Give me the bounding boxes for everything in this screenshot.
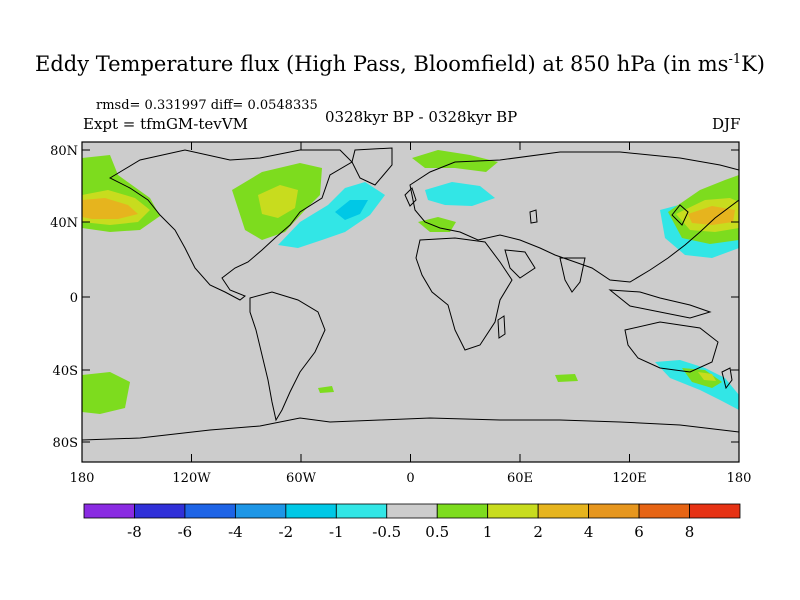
stats-text: rmsd= 0.331997 diff= 0.0548335	[96, 98, 318, 113]
lon-tick-label: 60E	[507, 471, 533, 486]
colorbar-label: -8	[127, 523, 142, 541]
region-tasman-core	[698, 372, 716, 381]
region-mediterranean-positive	[418, 217, 456, 232]
region-europe-negative	[425, 182, 495, 206]
colorbar-swatch	[335, 503, 388, 519]
season-label: DJF	[712, 115, 741, 133]
colorbar-swatch	[386, 503, 438, 519]
colorbar: -8 -6 -4 -2 -1 -0.5 0.5 1 2 4 6 8	[83, 503, 741, 541]
experiment-label: Expt = tfmGM-tevVM	[83, 115, 248, 133]
lon-tick-label: 180	[70, 471, 95, 486]
shaded-regions	[82, 150, 739, 414]
lon-tick-label: 180	[727, 471, 752, 486]
lon-tick-label: 0	[406, 471, 414, 486]
colorbar-swatch	[588, 503, 640, 519]
colorbar-label: 6	[634, 523, 644, 541]
longitude-axis: 180 120W 60W 0 60E 120E 180	[70, 142, 752, 486]
colorbar-swatch	[638, 503, 690, 519]
region-tasman-negative	[655, 360, 739, 410]
region-north-atlantic-negative	[278, 182, 385, 248]
region-south-atlantic-positive	[555, 374, 578, 382]
lon-tick-label: 120E	[612, 471, 646, 486]
region-tasman-positive	[682, 368, 722, 388]
region-nw-pacific-core	[688, 206, 735, 225]
lat-tick-label: 80S	[53, 436, 78, 451]
colorbar-label: 4	[584, 523, 594, 541]
coastlines	[81, 147, 740, 441]
lat-tick-label: 40N	[50, 216, 78, 231]
region-north-atlantic-core	[335, 200, 368, 220]
region-south-pacific-positive	[82, 372, 130, 414]
colorbar-swatch	[134, 503, 186, 519]
colorbar-swatch	[436, 503, 489, 519]
colorbar-swatch	[184, 503, 236, 519]
colorbar-swatch	[537, 503, 590, 519]
colorbar-label: 0.5	[425, 523, 449, 541]
colorbar-label: -1	[329, 523, 344, 541]
lon-tick-label: 120W	[172, 471, 211, 486]
colorbar-label: -2	[279, 523, 294, 541]
region-south-patch-small	[318, 386, 334, 393]
plot-title: Eddy Temperature flux (High Pass, Bloomf…	[34, 52, 765, 76]
lat-tick-label: 80N	[50, 144, 78, 159]
colorbar-label: -0.5	[372, 523, 401, 541]
colorbar-swatch	[285, 503, 337, 519]
colorbar-label: 2	[533, 523, 543, 541]
region-arctic-positive	[412, 150, 498, 172]
region-north-america-strong	[258, 185, 298, 218]
colorbar-swatch	[83, 503, 135, 519]
region-ne-pacific-core	[82, 198, 138, 219]
map-background	[82, 142, 739, 462]
colorbar-label: 8	[685, 523, 695, 541]
colorbar-label: 1	[483, 523, 493, 541]
colorbar-label: -4	[228, 523, 243, 541]
lon-tick-label: 60W	[286, 471, 317, 486]
colorbar-label: -6	[178, 523, 193, 541]
colorbar-swatch	[234, 503, 287, 519]
colorbar-swatch	[689, 503, 741, 519]
period-label: 0328kyr BP - 0328kyr BP	[325, 108, 518, 126]
map-panel: 80N 40N 0 40S 80S 180 120W 60W 0 60E 120E 180	[50, 141, 752, 486]
colorbar-swatch	[487, 503, 539, 519]
latitude-axis: 80N 40N 0 40S 80S	[50, 144, 739, 451]
lat-tick-label: 0	[70, 291, 78, 306]
lat-tick-label: 40S	[53, 364, 78, 379]
